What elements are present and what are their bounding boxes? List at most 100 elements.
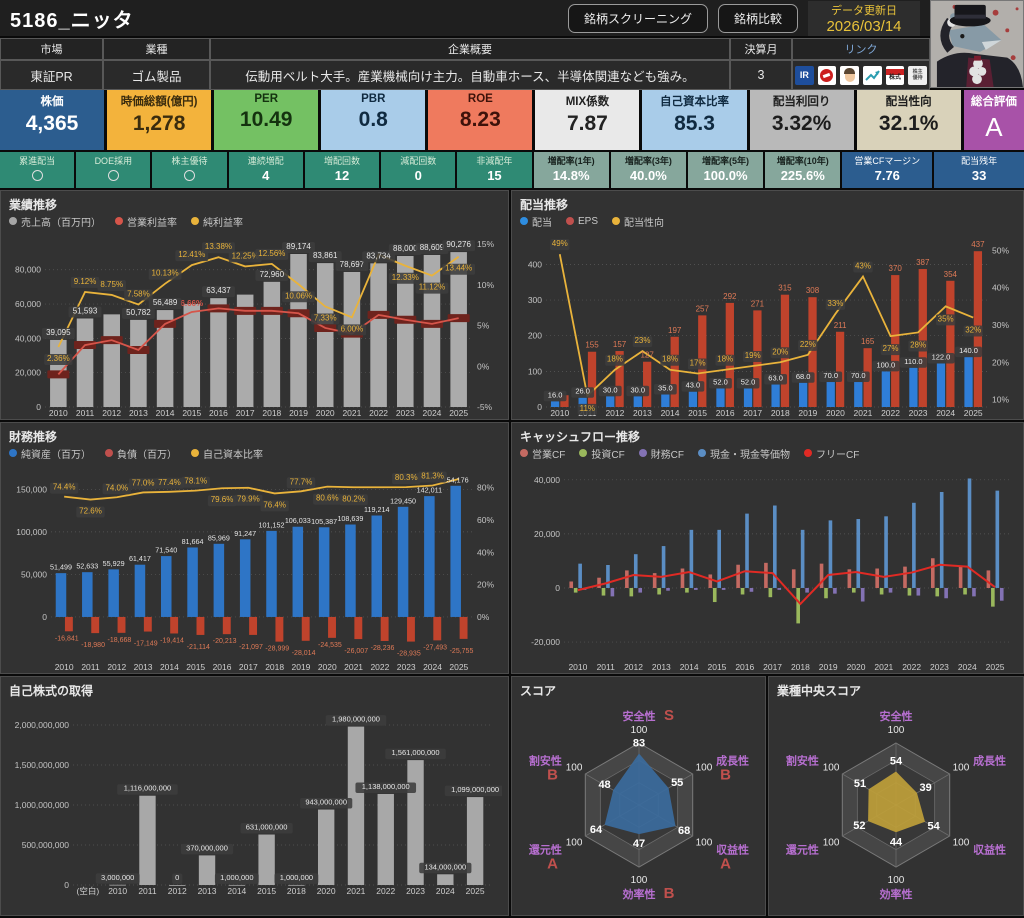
cashflow-chart[interactable]: -20,000 0 20,000 40,000 2010 2011 2012 2013 2014… xyxy=(520,461,1017,673)
svg-text:11%: 11% xyxy=(580,404,595,413)
legend-item[interactable]: 配当 xyxy=(520,214,552,229)
svg-text:2018: 2018 xyxy=(287,886,306,896)
card-value: 8.23 xyxy=(459,108,501,131)
legend-item[interactable]: 現金・現金等価物 xyxy=(698,446,790,461)
svg-text:100.0: 100.0 xyxy=(876,360,895,369)
minkabu-link-icon[interactable] xyxy=(863,65,882,85)
svg-text:2021: 2021 xyxy=(854,408,873,418)
dividend-chart[interactable]: 010020030040010%20%30%40%50%201020112012… xyxy=(520,229,1017,419)
compare-button[interactable]: 銘柄比較 xyxy=(717,3,798,33)
irbank-link-icon[interactable]: IR xyxy=(794,65,814,85)
legend-item[interactable]: 営業利益率 xyxy=(115,214,177,229)
legend-item[interactable]: 投資CF xyxy=(579,446,625,461)
svg-text:20%: 20% xyxy=(992,357,1009,367)
panel-performance: 業績推移 売上高（百万円） 営業利益率 純利益率 0 20,000 40,000 60,0… xyxy=(0,190,509,420)
flag-label: 増配率(1年) xyxy=(547,156,595,166)
svg-text:49%: 49% xyxy=(552,239,568,248)
card-value: 4,365 xyxy=(25,112,79,135)
svg-text:効率性: 効率性 xyxy=(880,887,913,901)
svg-text:40%: 40% xyxy=(477,547,494,557)
svg-text:2018: 2018 xyxy=(791,662,810,672)
flag-value: 33 xyxy=(971,168,987,183)
legend-item[interactable]: 純利益率 xyxy=(191,214,243,229)
legend-item[interactable]: 配当性向 xyxy=(612,214,664,229)
svg-text:2011: 2011 xyxy=(81,662,100,672)
legend-item[interactable]: EPS xyxy=(566,216,598,227)
overview-header: 企業概要 xyxy=(210,38,730,60)
panel-title: 業績推移 xyxy=(9,198,58,212)
svg-text:1,561,000,000: 1,561,000,000 xyxy=(392,748,440,757)
legend-item[interactable]: フリーCF xyxy=(804,446,859,461)
svg-text:収益性: 収益性 xyxy=(973,843,1006,857)
panel-buyback: 自己株式の取得 0 500,000,000 1,000,000,000 1,500,0… xyxy=(0,676,509,916)
panel-finance: 財務推移 純資産（百万） 負債（百万） 自己資本比率 0 50,000 100,000 1… xyxy=(0,422,509,674)
legend-item[interactable]: 営業CF xyxy=(520,446,565,461)
screening-button[interactable]: 銘柄スクリーニング xyxy=(567,3,708,33)
svg-text:2,000,000,000: 2,000,000,000 xyxy=(15,720,70,730)
svg-text:44: 44 xyxy=(890,836,903,848)
industry-value: ゴム製品 xyxy=(103,60,210,90)
flag-card: 配当残年 33 xyxy=(934,152,1024,188)
svg-text:2014: 2014 xyxy=(227,886,246,896)
svg-text:2022: 2022 xyxy=(902,662,921,672)
svg-text:2024: 2024 xyxy=(936,408,955,418)
legend-dot-icon xyxy=(105,449,113,457)
svg-text:2013: 2013 xyxy=(652,662,671,672)
overview-value: 伝動用ベルト大手。産業機械向け主力。自動車ホース、半導体関連なども強み。 xyxy=(210,60,730,90)
svg-text:1,980,000,000: 1,980,000,000 xyxy=(332,715,380,724)
panel-title: キャッシュフロー推移 xyxy=(520,430,641,444)
svg-text:20%: 20% xyxy=(477,580,494,590)
svg-text:1,138,000,000: 1,138,000,000 xyxy=(362,782,410,791)
svg-text:-21,097: -21,097 xyxy=(239,644,263,651)
svg-text:2014: 2014 xyxy=(160,662,179,672)
svg-text:2010: 2010 xyxy=(55,662,74,672)
svg-text:63,437: 63,437 xyxy=(206,286,231,295)
svg-text:2012: 2012 xyxy=(605,408,624,418)
buyback-chart[interactable]: 0 500,000,000 1,000,000,000 1,500,000,000 2,… xyxy=(9,699,502,897)
legend-item[interactable]: 純資産（百万） xyxy=(9,446,91,461)
svg-text:-25,755: -25,755 xyxy=(450,648,474,655)
svg-text:50%: 50% xyxy=(992,245,1009,255)
finance-chart[interactable]: 0 50,000 100,000 150,000 0% 20% 40% 60% 80% 2010 2… xyxy=(9,461,502,673)
performance-chart[interactable]: 0 20,000 40,000 60,000 80,000 -5% 0% 5% 10% 15% 6.… xyxy=(9,229,502,419)
legend-item[interactable]: 財務CF xyxy=(638,446,684,461)
svg-text:68: 68 xyxy=(678,825,690,837)
svg-text:55,929: 55,929 xyxy=(103,559,125,568)
legend-item[interactable]: 売上高（百万円） xyxy=(9,214,101,229)
svg-text:2016: 2016 xyxy=(716,408,735,418)
svg-text:2018: 2018 xyxy=(265,662,284,672)
svg-text:2023: 2023 xyxy=(406,886,425,896)
svg-text:18%: 18% xyxy=(717,355,733,364)
industry-score-radar-chart[interactable]: 100 100 100 100 100 100 54 39 54 44 52 51 安全性成長性収益性効… xyxy=(777,699,1016,911)
svg-text:2022: 2022 xyxy=(370,662,389,672)
yahoo-finance-link-icon[interactable] xyxy=(840,65,859,85)
panel-industry-score: 業種中央スコア 100 100 100 100 100 100 54 39 54 44 52 51 安全… xyxy=(768,676,1024,916)
kabutan-link-icon[interactable] xyxy=(817,65,837,85)
legend-item[interactable]: 自己資本比率 xyxy=(191,446,263,461)
empty-circle-indicator xyxy=(107,170,119,181)
legend-dot-icon xyxy=(115,217,123,225)
svg-text:-28,014: -28,014 xyxy=(292,650,316,657)
legend-dot-icon xyxy=(566,217,574,225)
svg-text:100: 100 xyxy=(566,838,583,849)
card-value: 7.87 xyxy=(566,112,608,135)
panel-title: 自己株式の取得 xyxy=(9,684,94,698)
svg-text:2011: 2011 xyxy=(597,662,616,672)
svg-text:88,000: 88,000 xyxy=(393,244,418,253)
legend-item[interactable]: 負債（百万） xyxy=(105,446,177,461)
flag-label: 減配回数 xyxy=(400,156,437,166)
svg-text:2025: 2025 xyxy=(986,662,1005,672)
svg-text:52.0: 52.0 xyxy=(713,377,728,386)
yutai-link-icon[interactable]: 株主 優待 xyxy=(908,65,928,85)
metric-card: PBR 0.8 xyxy=(321,90,426,150)
svg-text:2013: 2013 xyxy=(633,408,652,418)
svg-text:-21,114: -21,114 xyxy=(187,644,210,651)
svg-text:20%: 20% xyxy=(772,347,788,356)
svg-text:5%: 5% xyxy=(477,321,490,331)
nikkei-link-icon[interactable]: 株式 xyxy=(885,65,905,85)
svg-text:収益性: 収益性 xyxy=(716,843,749,857)
svg-text:154,176: 154,176 xyxy=(443,475,469,484)
legend-dot-icon xyxy=(9,217,17,225)
svg-text:1,000,000,000: 1,000,000,000 xyxy=(15,800,70,810)
